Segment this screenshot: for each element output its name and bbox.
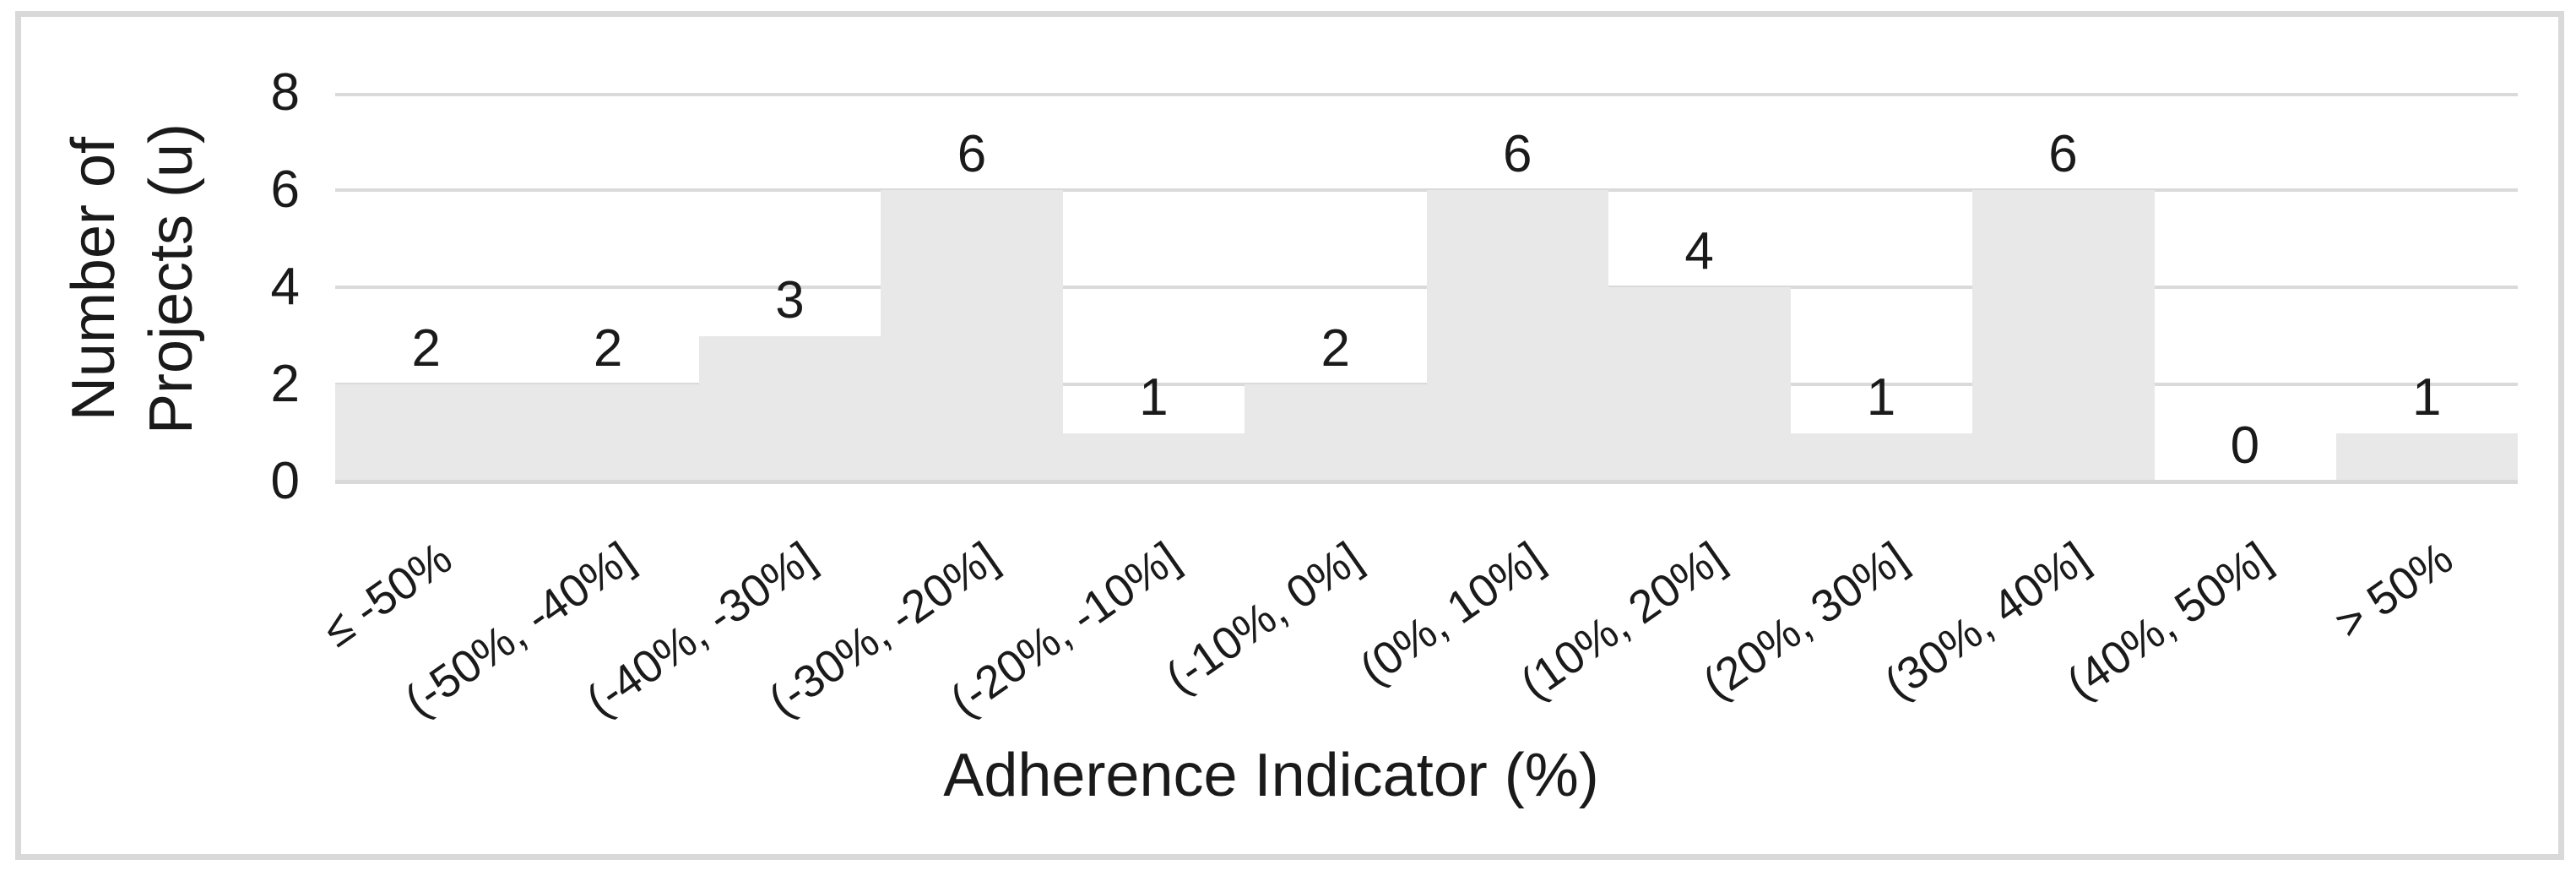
bar-8	[1790, 433, 1973, 482]
bar-4	[1062, 433, 1245, 482]
data-label-1: 2	[593, 319, 623, 378]
bar-5	[1245, 384, 1427, 482]
data-label-11: 1	[2412, 367, 2442, 427]
data-label-0: 2	[411, 319, 441, 378]
bar-1	[517, 384, 700, 482]
x-axis-line	[335, 480, 2518, 484]
gridline-y-8	[335, 93, 2518, 96]
bar-6	[1426, 190, 1609, 482]
bar-3	[881, 190, 1064, 482]
y-tick-label-4: 4	[270, 258, 300, 316]
data-label-6: 6	[1502, 125, 1532, 183]
y-tick-label-8: 8	[270, 63, 300, 122]
data-label-5: 2	[1321, 319, 1351, 378]
bar-9	[1971, 190, 2155, 482]
data-label-9: 6	[2048, 125, 2078, 183]
bar-2	[698, 335, 881, 482]
x-axis-title: Adherence Indicator (%)	[943, 742, 1599, 809]
plot-area: 2 2 3 6 1 2 6 4 1 6 0 1	[335, 93, 2519, 484]
data-label-7: 4	[1684, 222, 1714, 280]
y-tick-label-2: 2	[270, 355, 300, 413]
data-label-8: 1	[1866, 367, 1896, 427]
chart-frame	[15, 11, 2564, 860]
bar-11	[2335, 433, 2519, 482]
data-label-10: 0	[2230, 416, 2260, 475]
data-label-4: 1	[1139, 367, 1169, 427]
data-label-3: 6	[957, 125, 987, 183]
y-tick-label-0: 0	[270, 452, 300, 510]
data-label-2: 3	[775, 270, 805, 329]
y-tick-label-6: 6	[270, 161, 300, 219]
bar-7	[1608, 287, 1791, 482]
bar-0	[335, 384, 518, 482]
